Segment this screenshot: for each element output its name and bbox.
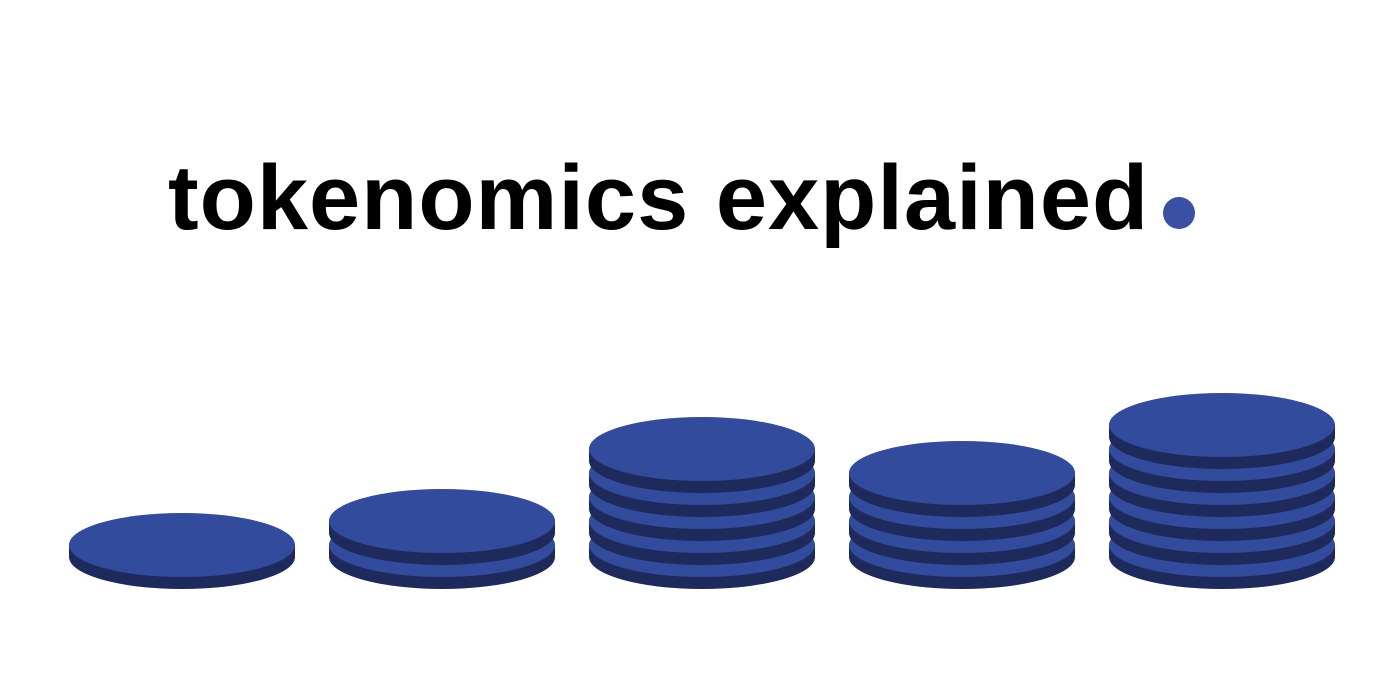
coin-stack-5 — [1109, 393, 1335, 589]
coin-face — [849, 441, 1075, 505]
headline-text: tokenomics explained — [168, 147, 1150, 249]
coin — [69, 513, 295, 589]
coin-stack-4 — [849, 441, 1075, 589]
coin — [329, 489, 555, 565]
coin-face — [589, 417, 815, 481]
headline: tokenomics explained — [168, 147, 1196, 249]
coin-face — [69, 513, 295, 577]
coin-face — [1109, 393, 1335, 457]
coin — [589, 417, 815, 493]
coin — [849, 441, 1075, 517]
coin — [1109, 393, 1335, 469]
coin-stack-1 — [69, 513, 295, 589]
headline-dot — [1163, 197, 1196, 229]
coin-stack-2 — [329, 489, 555, 589]
coin-stack-3 — [589, 417, 815, 589]
coin-face — [329, 489, 555, 553]
